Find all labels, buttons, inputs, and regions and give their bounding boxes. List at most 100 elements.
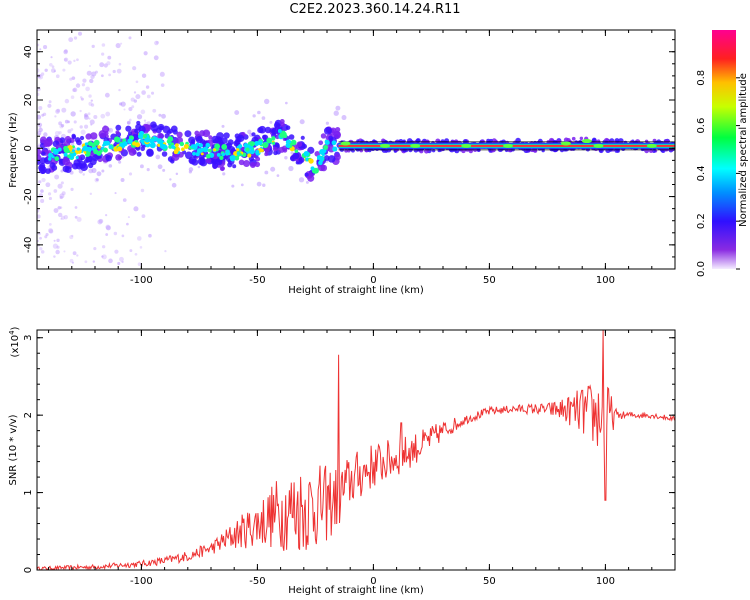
spectrogram-core-blob: [247, 153, 252, 158]
spectrogram-core-blob: [54, 156, 60, 162]
spectrogram-speckle: [54, 174, 60, 180]
colorbar-tick-label: 0.6: [696, 118, 707, 134]
spectrogram-core-blob: [221, 152, 226, 157]
spectrogram-speckle: [269, 120, 273, 124]
spectrogram-halo: [223, 132, 230, 139]
spectrogram-halo: [105, 154, 112, 162]
spectrogram-speckle: [122, 198, 127, 202]
spectrogram-halo: [199, 139, 206, 145]
spectrogram-halo: [431, 148, 436, 153]
spectrogram-core-blob: [159, 144, 164, 149]
spectrogram-speckle: [73, 59, 76, 63]
spectrogram-speckle: [79, 109, 82, 113]
spectrogram-halo: [190, 139, 196, 144]
spectrogram-speckle: [155, 41, 159, 44]
spectrogram-speckle: [285, 101, 288, 105]
spectrogram-core-blob: [174, 149, 179, 154]
spectrogram-halo: [176, 131, 183, 138]
spectrogram-halo: [320, 133, 327, 139]
spectrogram-core-blob: [163, 145, 168, 149]
spectrogram-speckle: [40, 72, 45, 76]
spectrogram-halo: [461, 148, 466, 154]
spectrogram-speckle: [104, 92, 110, 98]
spectrogram-core-blob: [234, 155, 240, 161]
spectrogram-speckle: [39, 246, 43, 251]
spectrogram-speckle: [43, 132, 48, 137]
spectrogram-speckle: [197, 165, 201, 169]
spectrogram-speckle: [100, 113, 106, 119]
spectrogram-core-blob: [127, 138, 133, 144]
spectrogram-halo: [515, 137, 521, 144]
spectrogram-speckle: [120, 42, 123, 45]
spectrogram-x-tick-label: -100: [130, 275, 153, 286]
spectrogram-speckle: [53, 70, 56, 73]
spectrogram-halo: [37, 148, 42, 156]
spectrogram-halo: [264, 146, 271, 153]
spectrogram-halo: [264, 152, 269, 157]
spectrogram-speckle: [49, 62, 53, 67]
spectrogram-speckle: [73, 120, 77, 124]
spectrogram-speckle: [115, 42, 121, 49]
spectrogram-speckle: [120, 101, 126, 107]
spectrogram-speckle: [101, 52, 105, 56]
spectrogram-speckle: [221, 124, 225, 128]
snr-x-tick-label: 0: [370, 576, 376, 587]
spectrogram-speckle: [61, 107, 67, 113]
spectrogram-speckle: [140, 109, 146, 115]
spectrogram-speckle: [139, 246, 143, 249]
spectrogram-speckle: [128, 118, 132, 122]
spectrogram-core-blob: [332, 146, 338, 152]
spectrogram-halo: [212, 162, 219, 169]
spectrogram-core-blob: [132, 141, 137, 146]
spectrogram-speckle: [88, 94, 92, 98]
spectrogram-core-blob: [200, 147, 204, 152]
spectrogram-halo: [249, 161, 256, 168]
spectrogram-speckle: [121, 234, 125, 238]
spectrogram-core-blob: [76, 147, 81, 151]
spectrogram-speckle: [55, 249, 60, 255]
spectrogram-speckle: [108, 258, 113, 264]
spectrogram-core-blob: [324, 139, 329, 144]
spectrogram-highlight: [461, 143, 472, 148]
spectrogram-halo: [262, 134, 267, 140]
spectrogram-halo: [161, 151, 168, 157]
spectrogram-speckle: [74, 206, 78, 209]
spectrogram-speckle: [146, 94, 151, 99]
spectrogram-halo: [76, 139, 82, 146]
spectrogram-speckle: [234, 110, 240, 115]
spectrogram-speckle: [53, 239, 56, 242]
spectrogram-speckle: [59, 195, 63, 200]
spectrogram-speckle: [133, 99, 138, 103]
spectrogram-core-blob: [271, 136, 276, 141]
spectrogram-speckle: [137, 262, 142, 266]
spectrogram-speckle: [68, 37, 74, 43]
spectrogram-speckle: [105, 111, 111, 117]
spectrogram-speckle: [64, 49, 68, 53]
spectrogram-core-blob: [140, 139, 144, 143]
spectrogram-halo: [274, 142, 280, 148]
spectrogram-speckle: [76, 254, 79, 257]
spectrogram-speckle: [81, 83, 86, 87]
spectrogram-speckle: [70, 95, 75, 100]
spectrogram-core-blob: [277, 128, 282, 133]
spectrogram-core-blob: [310, 166, 315, 171]
spectrogram-speckle: [118, 160, 122, 164]
spectrogram-speckle: [99, 62, 105, 68]
spectrogram-core-blob: [262, 142, 269, 149]
spectrogram-speckle: [114, 249, 119, 254]
spectrogram-halo: [98, 130, 107, 139]
spectrogram-speckle: [127, 216, 130, 219]
spectrogram-core-blob: [82, 145, 89, 152]
spectrogram-halo: [199, 130, 206, 137]
spectrogram-speckle: [118, 102, 123, 106]
spectrogram-halo: [251, 132, 256, 137]
spectrogram-halo: [278, 146, 285, 153]
spectrogram-speckle: [123, 108, 126, 111]
snr-frame: [36, 329, 676, 571]
spectrogram-speckle: [252, 114, 256, 118]
spectrogram-speckle: [222, 172, 226, 176]
spectrogram-core-blob: [52, 148, 59, 155]
spectrogram-x-tick-label: -50: [249, 275, 265, 286]
spectrogram-speckle: [135, 80, 139, 84]
chart-title: C2E2.2023.360.14.24.R11: [289, 2, 461, 17]
